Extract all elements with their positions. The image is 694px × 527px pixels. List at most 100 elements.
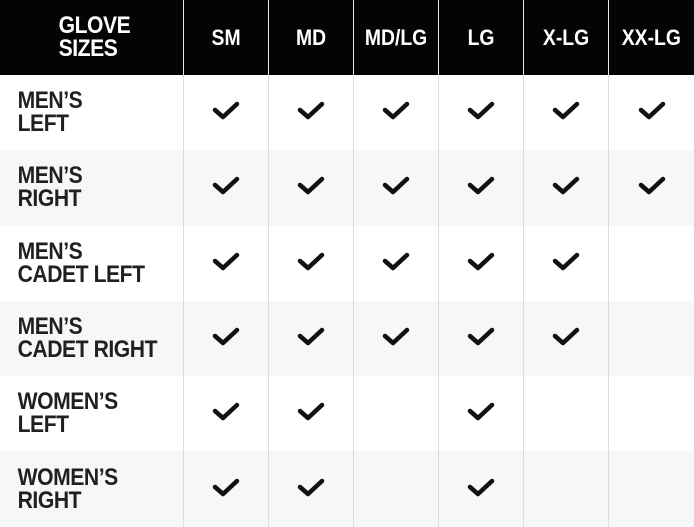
availability-cell: [182, 300, 269, 377]
row-label: MEN’S CADET LEFT: [0, 226, 183, 301]
row-label: MEN’S CADET RIGHT: [0, 301, 183, 376]
checkmark-icon: [467, 478, 495, 501]
checkmark-icon: [212, 327, 240, 350]
availability-cell: [608, 75, 694, 151]
row-label-line1: MEN’S: [17, 313, 83, 341]
availability-cell: [267, 150, 354, 226]
size-label: XX-LG: [622, 24, 682, 50]
row-label-line1: MEN’S: [17, 237, 83, 265]
row-label: MEN’S RIGHT: [0, 150, 183, 225]
checkmark-icon: [467, 327, 495, 350]
availability-cell: [267, 376, 354, 452]
availability-cell: [523, 376, 609, 452]
availability-cell: [608, 451, 694, 527]
checkmark-icon: [552, 177, 580, 199]
checkmark-icon: [297, 403, 325, 425]
availability-cell: [182, 150, 269, 226]
row-label-line1: WOMEN’S: [17, 463, 119, 491]
checkmark-icon: [467, 101, 495, 124]
checkmark-icon: [382, 252, 410, 275]
availability-cell: [608, 376, 694, 452]
size-label: MD/LG: [364, 24, 428, 50]
row-label-line1: MEN’S: [17, 87, 83, 115]
size-header: LG: [438, 0, 524, 75]
row-label-line2: LEFT: [17, 110, 69, 138]
size-label: LG: [467, 24, 495, 50]
availability-cell: [267, 451, 354, 527]
row-label: MEN’S LEFT: [0, 75, 183, 150]
availability-cell: [182, 376, 269, 452]
availability-cell: [352, 300, 439, 377]
size-header: X-LG: [523, 0, 609, 75]
availability-cell: [267, 75, 354, 151]
checkmark-icon: [638, 101, 666, 124]
checkmark-icon: [467, 252, 495, 275]
availability-cell: [438, 376, 524, 452]
availability-cell: [182, 75, 269, 151]
checkmark-icon: [297, 327, 325, 350]
checkmark-icon: [297, 252, 325, 275]
availability-cell: [352, 75, 439, 151]
size-label: X-LG: [543, 24, 590, 50]
checkmark-icon: [212, 403, 240, 425]
size-header: MD/LG: [352, 0, 439, 75]
checkmark-icon: [297, 478, 325, 501]
size-header: MD: [267, 0, 354, 75]
availability-cell: [352, 451, 439, 527]
availability-cell: [182, 451, 269, 527]
size-header: XX-LG: [608, 0, 694, 75]
checkmark-icon: [297, 101, 325, 124]
availability-cell: [523, 451, 609, 527]
checkmark-icon: [212, 478, 240, 501]
table-row: MEN’S LEFT: [0, 75, 694, 151]
checkmark-icon: [382, 177, 410, 199]
checkmark-icon: [552, 327, 580, 350]
row-label: WOMEN’S LEFT: [0, 376, 183, 451]
size-label: SM: [211, 24, 241, 50]
availability-cell: [438, 225, 524, 301]
availability-cell: [608, 225, 694, 301]
row-label-line1: MEN’S: [17, 162, 83, 190]
availability-cell: [523, 225, 609, 301]
row-label: WOMEN’S RIGHT: [0, 451, 183, 526]
availability-cell: [438, 300, 524, 377]
header-title-line1: GLOVE: [58, 12, 130, 39]
checkmark-icon: [382, 327, 410, 350]
row-label-line2: RIGHT: [17, 486, 82, 514]
availability-cell: [182, 225, 269, 301]
availability-cell: [608, 150, 694, 226]
checkmark-icon: [638, 177, 666, 199]
table-row: WOMEN’S LEFT: [0, 376, 694, 452]
availability-cell: [523, 75, 609, 151]
availability-cell: [438, 75, 524, 151]
availability-cell: [438, 451, 524, 527]
availability-cell: [608, 300, 694, 377]
header-title: GLOVE SIZES: [0, 0, 183, 75]
availability-cell: [352, 150, 439, 226]
header-row: GLOVE SIZES SM MD MD/LG LG X-LG XX-LG: [0, 0, 694, 75]
availability-cell: [267, 225, 354, 301]
table-row: MEN’S CADET LEFT: [0, 225, 694, 301]
availability-cell: [523, 150, 609, 226]
checkmark-icon: [212, 177, 240, 199]
checkmark-icon: [467, 403, 495, 425]
checkmark-icon: [552, 101, 580, 124]
table-row: MEN’S RIGHT: [0, 150, 694, 226]
availability-cell: [352, 376, 439, 452]
availability-cell: [523, 300, 609, 377]
checkmark-icon: [297, 177, 325, 199]
header-title-line2: SIZES: [58, 35, 118, 62]
checkmark-icon: [552, 252, 580, 275]
row-label-line2: CADET LEFT: [17, 260, 145, 288]
checkmark-icon: [467, 177, 495, 199]
table-row: MEN’S CADET RIGHT: [0, 300, 694, 377]
checkmark-icon: [212, 101, 240, 124]
table-row: WOMEN’S RIGHT: [0, 451, 694, 527]
availability-cell: [438, 150, 524, 226]
size-label: MD: [295, 24, 326, 50]
row-label-line2: CADET RIGHT: [17, 336, 158, 364]
availability-cell: [352, 225, 439, 301]
size-header: SM: [182, 0, 269, 75]
checkmark-icon: [212, 252, 240, 275]
